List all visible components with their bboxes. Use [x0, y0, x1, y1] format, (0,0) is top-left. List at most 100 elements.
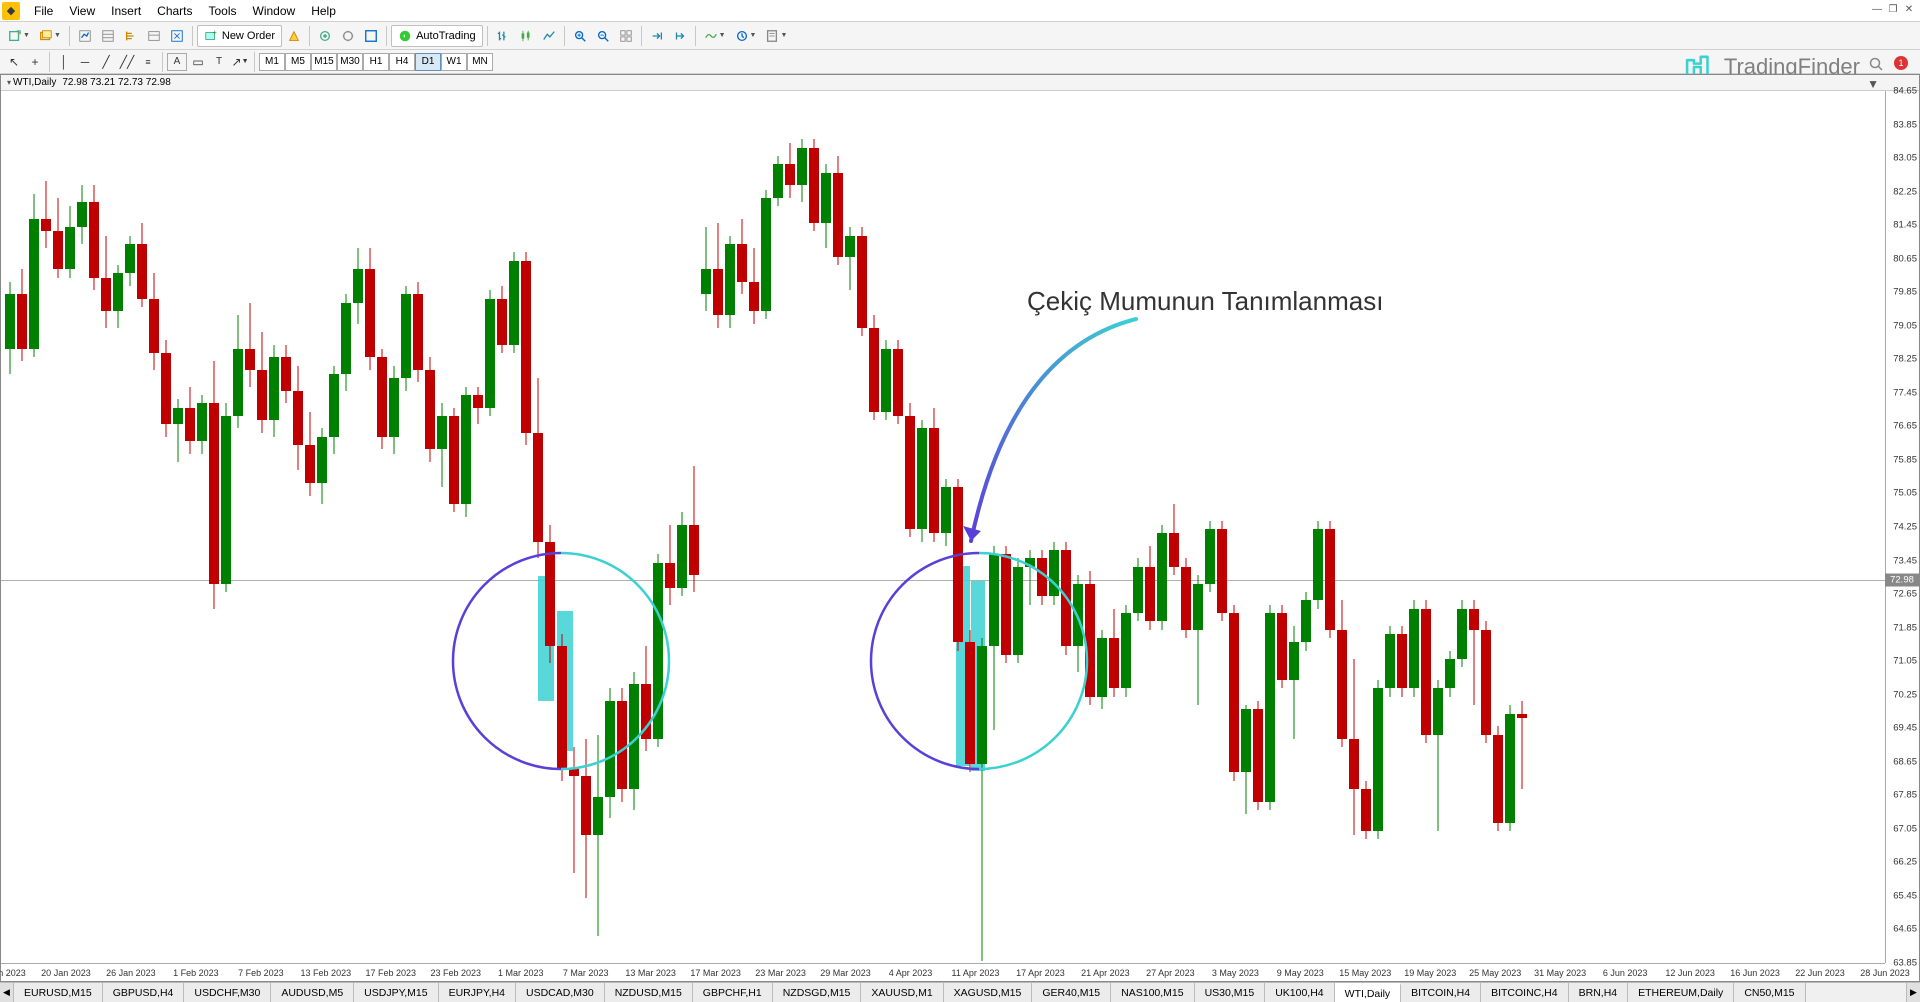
arrows-button[interactable]: ↗▼ [230, 53, 250, 71]
fibonacci-button[interactable]: ≡ [138, 53, 158, 71]
timeframe-d1[interactable]: D1 [415, 53, 441, 71]
vertical-line-button[interactable]: │ [54, 53, 74, 71]
close-button[interactable]: ✕ [1902, 2, 1916, 16]
chart-tab[interactable]: XAGUSD,M15 [944, 983, 1033, 1002]
chart-tab[interactable]: XAUUSD,M1 [861, 983, 943, 1002]
periodicity-button[interactable]: ▼ [731, 25, 761, 47]
chart-tab[interactable]: USDCAD,M30 [516, 983, 605, 1002]
chart-tab[interactable]: WTI,Daily [1335, 983, 1402, 1002]
chart-title-bar: ▾ WTI,Daily 72.98 73.21 72.73 72.98 [1, 75, 1919, 91]
menu-window[interactable]: Window [245, 2, 304, 20]
candle [1277, 91, 1287, 963]
chart-tab[interactable]: NZDSGD,M15 [773, 983, 862, 1002]
candle [401, 91, 411, 963]
time-axis: 16 Jan 202320 Jan 202326 Jan 20231 Feb 2… [1, 963, 1885, 981]
chart-menu-icon[interactable]: ▾ [7, 78, 11, 87]
menu-help[interactable]: Help [303, 2, 344, 20]
expert-advisors-button[interactable] [314, 25, 336, 47]
chart-canvas[interactable]: Çekiç Mumunun Tanımlanması [1, 91, 1885, 963]
cursor-button[interactable]: ↖ [4, 53, 24, 71]
candle [761, 91, 771, 963]
y-tick: 72.65 [1893, 589, 1917, 600]
line-chart-button[interactable] [538, 25, 560, 47]
new-chart-button[interactable]: +▼ [4, 25, 34, 47]
chart-tab[interactable]: EURUSD,M15 [14, 983, 103, 1002]
candle [833, 91, 843, 963]
navigator-button[interactable] [120, 25, 142, 47]
timeframe-h1[interactable]: H1 [363, 53, 389, 71]
candle [1469, 91, 1479, 963]
chart-tabs: ◀ EURUSD,M15GBPUSD,H4USDCHF,M30AUDUSD,M5… [0, 982, 1920, 1002]
chart-tab[interactable]: CN50,M15 [1734, 983, 1805, 1002]
timeframe-m5[interactable]: M5 [285, 53, 311, 71]
search-icon[interactable] [1868, 56, 1884, 72]
chart-tab[interactable]: AUDUSD,M5 [271, 983, 354, 1002]
candle [173, 91, 183, 963]
rect-button[interactable]: ▭ [188, 53, 208, 71]
timeframe-m15[interactable]: M15 [311, 53, 337, 71]
alert-icon[interactable]: 1 [1892, 54, 1910, 72]
restore-button[interactable]: ❐ [1886, 2, 1900, 16]
equidistant-button[interactable]: ╱╱ [117, 53, 137, 71]
data-window-button[interactable] [97, 25, 119, 47]
full-screen-button[interactable] [360, 25, 382, 47]
chart-tab[interactable]: USDCHF,M30 [184, 983, 271, 1002]
chart-tab[interactable]: GBPUSD,H4 [103, 983, 185, 1002]
zoom-out-button[interactable] [592, 25, 614, 47]
autotrading-button[interactable]: AutoTrading [391, 25, 483, 47]
minimize-button[interactable]: — [1870, 2, 1884, 16]
chart-shift-button[interactable] [669, 25, 691, 47]
chart-tab[interactable]: NAS100,M15 [1111, 983, 1194, 1002]
chart-tab[interactable]: BRN,H4 [1569, 983, 1629, 1002]
timeframe-mn[interactable]: MN [467, 53, 493, 71]
bar-chart-button[interactable] [492, 25, 514, 47]
tab-scroll-right[interactable]: ▶ [1906, 983, 1920, 1002]
indicators-button[interactable]: ▼ [700, 25, 730, 47]
text-button[interactable]: A [167, 53, 187, 71]
chart-tab[interactable]: NZDUSD,M15 [605, 983, 693, 1002]
candle [605, 91, 615, 963]
menu-tools[interactable]: Tools [201, 2, 245, 20]
market-watch-button[interactable] [74, 25, 96, 47]
chart-tab[interactable]: GER40,M15 [1032, 983, 1111, 1002]
tab-scroll-left[interactable]: ◀ [0, 983, 14, 1002]
timeframe-w1[interactable]: W1 [441, 53, 467, 71]
chart-tab[interactable]: UK100,H4 [1265, 983, 1334, 1002]
timeframe-h4[interactable]: H4 [389, 53, 415, 71]
chart-tab[interactable]: EURJPY,H4 [439, 983, 516, 1002]
chart-tab[interactable]: US30,M15 [1195, 983, 1266, 1002]
strategy-tester-button[interactable] [166, 25, 188, 47]
candle [449, 91, 459, 963]
chart-tab[interactable]: ETHEREUM,Daily [1628, 983, 1734, 1002]
profiles-button[interactable]: ▼ [35, 25, 65, 47]
chart-tab[interactable]: BITCOINC,H4 [1481, 983, 1569, 1002]
y-tick: 81.45 [1893, 220, 1917, 231]
candle [917, 91, 927, 963]
chart-tab[interactable]: GBPCHF,H1 [693, 983, 773, 1002]
x-tick: 19 May 2023 [1404, 968, 1456, 978]
chart-tab[interactable]: BITCOIN,H4 [1401, 983, 1481, 1002]
auto-scroll-button[interactable] [646, 25, 668, 47]
timeframe-m30[interactable]: M30 [337, 53, 363, 71]
templates-button[interactable]: ▼ [761, 25, 791, 47]
horizontal-line-button[interactable]: ─ [75, 53, 95, 71]
metaquotes-button[interactable] [283, 25, 305, 47]
trendline-button[interactable]: ╱ [96, 53, 116, 71]
menu-view[interactable]: View [61, 2, 103, 20]
text-label-button[interactable]: T [209, 53, 229, 71]
terminal-button[interactable] [143, 25, 165, 47]
menu-insert[interactable]: Insert [103, 2, 149, 20]
options-button[interactable] [337, 25, 359, 47]
chart-shift-marker[interactable]: ▼ [1867, 77, 1879, 91]
crosshair-button[interactable]: + [25, 53, 45, 71]
menu-file[interactable]: File [26, 2, 61, 20]
timeframe-m1[interactable]: M1 [259, 53, 285, 71]
y-tick: 64.65 [1893, 924, 1917, 935]
chart-tab[interactable]: USDJPY,M15 [354, 983, 438, 1002]
menu-charts[interactable]: Charts [149, 2, 200, 20]
candlestick-button[interactable] [515, 25, 537, 47]
zoom-in-button[interactable] [569, 25, 591, 47]
candle [1433, 91, 1443, 963]
new-order-button[interactable]: + New Order [197, 25, 282, 47]
tile-windows-button[interactable] [615, 25, 637, 47]
